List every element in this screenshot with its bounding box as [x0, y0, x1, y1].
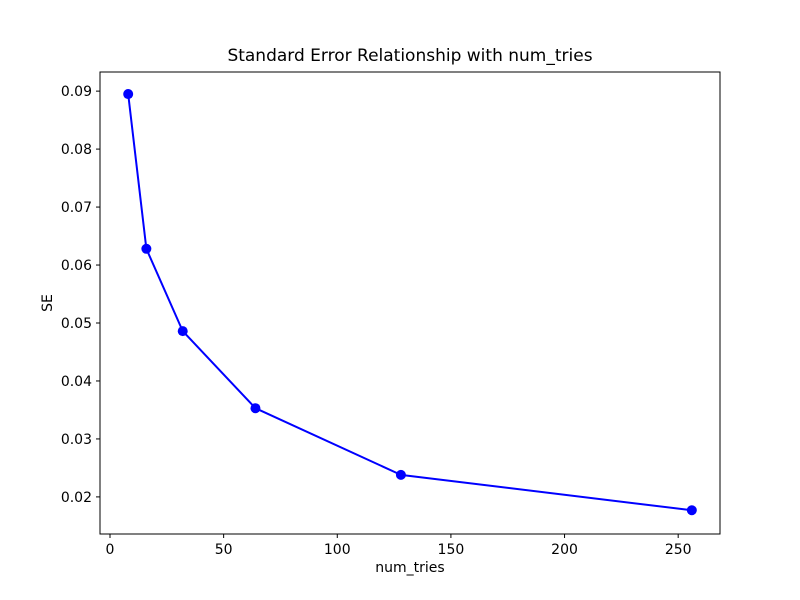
- x-tick-label: 150: [438, 542, 465, 558]
- data-point: [250, 403, 261, 414]
- data-point: [123, 89, 134, 100]
- y-tick-label: 0.06: [61, 258, 92, 274]
- data-point: [395, 469, 406, 480]
- x-axis: 0 50 100 150 200 250: [106, 534, 692, 558]
- y-tick-label: 0.03: [61, 432, 92, 448]
- y-axis-label: SE: [40, 294, 56, 312]
- chart-title: Standard Error Relationship with num_tri…: [227, 46, 592, 66]
- x-tick-label: 0: [106, 542, 115, 558]
- data-point: [141, 243, 152, 254]
- y-tick-label: 0.07: [61, 200, 92, 216]
- y-tick-label: 0.04: [61, 374, 92, 390]
- x-tick-label: 250: [665, 542, 692, 558]
- y-axis: 0.02 0.03 0.04 0.05 0.06 0.07 0.08 0.09: [61, 84, 100, 506]
- data-point: [177, 326, 188, 337]
- plot-area-frame: [99, 71, 721, 535]
- data-line: [127, 93, 693, 512]
- x-axis-label: num_tries: [375, 560, 444, 576]
- data-point: [686, 505, 697, 516]
- plot-frame-group: [99, 71, 721, 535]
- data-series: [123, 89, 697, 516]
- x-tick-label: 50: [215, 542, 233, 558]
- y-tick-label: 0.05: [61, 316, 92, 332]
- y-tick-label: 0.09: [61, 84, 92, 100]
- y-tick-label: 0.08: [61, 142, 92, 158]
- x-tick-label: 200: [551, 542, 578, 558]
- y-tick-label: 0.02: [61, 490, 92, 506]
- x-tick-label: 100: [324, 542, 351, 558]
